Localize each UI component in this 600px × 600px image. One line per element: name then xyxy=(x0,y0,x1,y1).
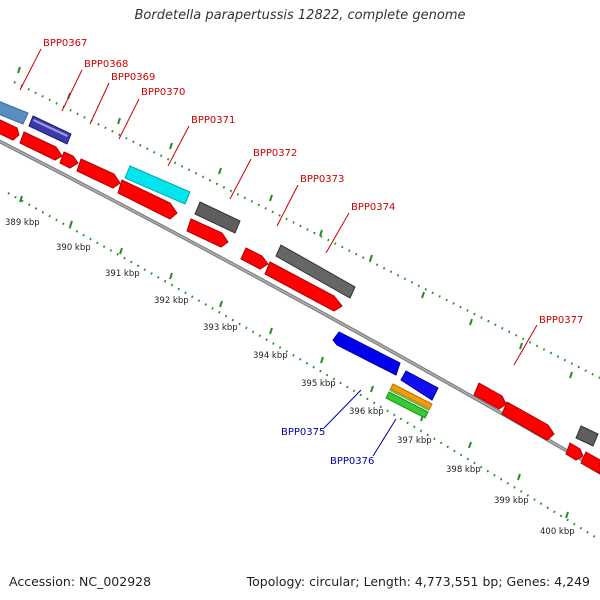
tick-mark xyxy=(269,194,273,202)
gene-label[interactable]: BPP0373 xyxy=(300,174,344,185)
tick-mark xyxy=(565,511,569,519)
leader-line-bpp0374 xyxy=(325,212,350,254)
scale-label: 393 kbp xyxy=(203,323,238,333)
cds-arrow-forward[interactable] xyxy=(0,118,20,141)
cds-arrow-forward[interactable] xyxy=(117,179,178,220)
scale-label: 396 kbp xyxy=(349,407,384,417)
cds-arrow-forward[interactable] xyxy=(264,261,343,312)
genome-backbone-highlight xyxy=(0,140,600,471)
scale-label: 391 kbp xyxy=(105,269,140,279)
gene-labels: BPP0367 BPP0368 BPP0369 BPP0370 BPP0371 … xyxy=(43,38,583,467)
tick-mark xyxy=(17,66,21,74)
gene-label[interactable]: BPP0369 xyxy=(111,72,155,83)
scale-label: 390 kbp xyxy=(56,243,91,253)
tick-mark xyxy=(320,356,324,364)
cds-arrow-reverse[interactable] xyxy=(332,331,401,376)
feature-block-cyan[interactable] xyxy=(124,165,191,205)
cds-arrow-forward[interactable] xyxy=(19,131,63,161)
cds-arrow-forward[interactable] xyxy=(240,247,269,270)
cds-reverse-row xyxy=(332,331,439,419)
accession-text: Accession: NC_002928 xyxy=(9,574,152,589)
cds-arrow-forward[interactable] xyxy=(76,158,121,189)
leader-line-bpp0367 xyxy=(19,48,42,91)
label-leader-lines-reverse xyxy=(323,389,397,457)
gene-label[interactable]: BPP0376 xyxy=(330,456,374,467)
gene-label[interactable]: BPP0377 xyxy=(539,315,583,326)
feature-block-gray[interactable] xyxy=(194,201,241,234)
gene-label[interactable]: BPP0367 xyxy=(43,38,87,49)
tick-mark xyxy=(119,247,123,255)
cds-arrow-forward[interactable] xyxy=(186,218,229,248)
scale-label: 398 kbp xyxy=(446,465,481,475)
tick-mark xyxy=(269,327,273,335)
tick-mark xyxy=(469,318,473,326)
leader-line-bpp0371 xyxy=(167,125,190,167)
scale-label: 392 kbp xyxy=(154,296,189,306)
map-title: Bordetella parapertussis 12822, complete… xyxy=(134,8,466,23)
feature-block-navy-highlight xyxy=(33,119,68,137)
tick-mark xyxy=(117,117,121,125)
gene-label[interactable]: BPP0368 xyxy=(84,59,128,70)
tick-mark xyxy=(169,272,173,280)
cds-arrow-forward[interactable] xyxy=(59,151,79,169)
tick-mark xyxy=(218,167,222,175)
leader-line-bpp0376 xyxy=(372,418,397,457)
scale-label: 397 kbp xyxy=(397,436,432,446)
leader-line-bpp0368 xyxy=(61,69,83,112)
tick-mark xyxy=(69,220,73,228)
cds-arrow-forward[interactable] xyxy=(501,401,555,441)
scale-labels: 389 kbp 390 kbp 391 kbp 392 kbp 393 kbp … xyxy=(5,218,575,537)
label-leader-lines xyxy=(19,48,538,366)
feature-block-olive[interactable] xyxy=(390,388,430,411)
tick-tracks xyxy=(7,81,600,541)
scale-label: 399 kbp xyxy=(494,496,529,506)
tick-mark xyxy=(369,254,373,262)
feature-block-green[interactable] xyxy=(385,391,429,419)
leader-line-bpp0375 xyxy=(323,389,362,429)
leader-line-bpp0373 xyxy=(276,184,299,227)
feature-blocks-upper xyxy=(0,100,599,447)
cds-arrow-forward[interactable] xyxy=(473,382,507,410)
major-ticks xyxy=(17,66,573,519)
tick-mark xyxy=(370,385,374,393)
tick-mark xyxy=(421,291,425,299)
scale-label: 394 kbp xyxy=(253,351,288,361)
scale-label: 389 kbp xyxy=(5,218,40,228)
cds-arrow-forward[interactable] xyxy=(565,442,584,461)
gene-label[interactable]: BPP0372 xyxy=(253,148,297,159)
tick-mark xyxy=(169,142,173,150)
cds-arrow-reverse[interactable] xyxy=(400,370,439,401)
feature-block-gray[interactable] xyxy=(575,425,599,447)
leader-line-bpp0369 xyxy=(89,82,110,125)
gene-label[interactable]: BPP0371 xyxy=(191,115,235,126)
gene-label[interactable]: BPP0375 xyxy=(281,427,325,438)
tick-mark xyxy=(519,342,523,350)
tick-mark xyxy=(517,473,521,481)
tick-mark xyxy=(319,229,323,237)
leader-line-bpp0372 xyxy=(229,158,252,200)
tick-mark xyxy=(569,371,573,379)
feature-block-gray[interactable] xyxy=(275,244,356,299)
leader-line-bpp0377 xyxy=(513,324,538,366)
genome-summary-text: Topology: circular; Length: 4,773,551 bp… xyxy=(246,574,590,589)
tick-mark xyxy=(219,300,223,308)
cds-forward-row xyxy=(0,118,600,475)
tick-mark xyxy=(19,195,23,203)
scale-label: 400 kbp xyxy=(540,527,575,537)
inner-dotted-track xyxy=(7,192,600,541)
feature-block-steelblue[interactable] xyxy=(0,100,29,125)
gene-label[interactable]: BPP0374 xyxy=(351,202,395,213)
scale-label: 395 kbp xyxy=(301,379,336,389)
tick-mark xyxy=(468,441,472,449)
gene-label[interactable]: BPP0370 xyxy=(141,87,185,98)
leader-line-bpp0370 xyxy=(118,98,140,140)
cds-arrow-forward[interactable] xyxy=(580,451,600,475)
outer-dotted-track xyxy=(13,81,600,379)
